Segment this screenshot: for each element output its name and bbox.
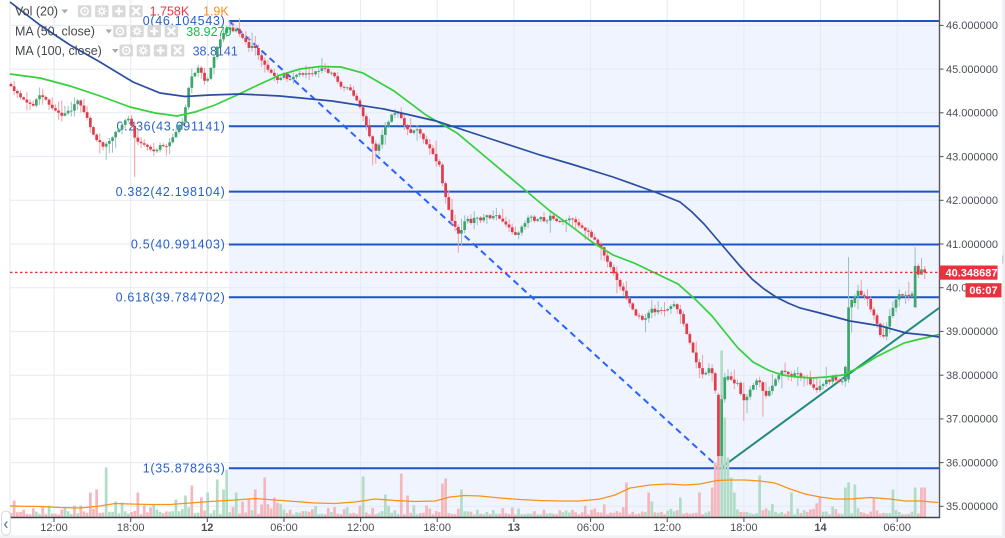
svg-text:18:00: 18:00 bbox=[423, 522, 451, 534]
svg-text:38.9270: 38.9270 bbox=[186, 25, 231, 39]
svg-text:12:00: 12:00 bbox=[40, 522, 68, 534]
svg-text:12: 12 bbox=[201, 522, 213, 534]
svg-text:12:00: 12:00 bbox=[347, 522, 375, 534]
svg-text:44.000000: 44.000000 bbox=[946, 108, 998, 120]
svg-text:36.000000: 36.000000 bbox=[946, 457, 998, 469]
svg-text:06:00: 06:00 bbox=[270, 522, 298, 534]
svg-text:18:00: 18:00 bbox=[730, 522, 758, 534]
svg-text:35.000000: 35.000000 bbox=[946, 501, 998, 513]
svg-text:06:00: 06:00 bbox=[577, 522, 605, 534]
svg-text:45.000000: 45.000000 bbox=[946, 64, 998, 76]
svg-text:14: 14 bbox=[814, 522, 827, 534]
svg-text:0.618(39.784702): 0.618(39.784702) bbox=[116, 290, 226, 304]
svg-text:Vol (20): Vol (20) bbox=[15, 5, 58, 19]
svg-text:39.000000: 39.000000 bbox=[946, 326, 998, 338]
svg-text:0.5(40.991403): 0.5(40.991403) bbox=[131, 238, 226, 252]
svg-text:43.000000: 43.000000 bbox=[946, 151, 998, 163]
svg-text:46.000000: 46.000000 bbox=[946, 20, 998, 32]
svg-text:42.000000: 42.000000 bbox=[946, 195, 998, 207]
svg-text:0(46.104543): 0(46.104543) bbox=[143, 14, 226, 28]
svg-text:1.9K: 1.9K bbox=[203, 5, 229, 19]
svg-text:41.000000: 41.000000 bbox=[946, 239, 998, 251]
svg-text:MA (50, close): MA (50, close) bbox=[15, 25, 95, 39]
svg-text:13: 13 bbox=[508, 522, 520, 534]
svg-text:38.000000: 38.000000 bbox=[946, 370, 998, 382]
svg-text:37.000000: 37.000000 bbox=[946, 414, 998, 426]
svg-text:18:00: 18:00 bbox=[117, 522, 145, 534]
svg-text:06:00: 06:00 bbox=[883, 522, 911, 534]
svg-text:38.8141: 38.8141 bbox=[193, 44, 238, 58]
svg-text:06:07: 06:07 bbox=[969, 285, 997, 297]
svg-text:0.382(42.198104): 0.382(42.198104) bbox=[116, 185, 226, 199]
svg-text:MA (100, close): MA (100, close) bbox=[15, 44, 102, 58]
svg-text:1.758K: 1.758K bbox=[150, 5, 190, 19]
svg-text:0.236(43.691141): 0.236(43.691141) bbox=[117, 119, 226, 133]
svg-text:1(35.878263): 1(35.878263) bbox=[143, 462, 226, 476]
svg-text:12:00: 12:00 bbox=[653, 522, 681, 534]
svg-text:40.348687: 40.348687 bbox=[946, 267, 998, 279]
